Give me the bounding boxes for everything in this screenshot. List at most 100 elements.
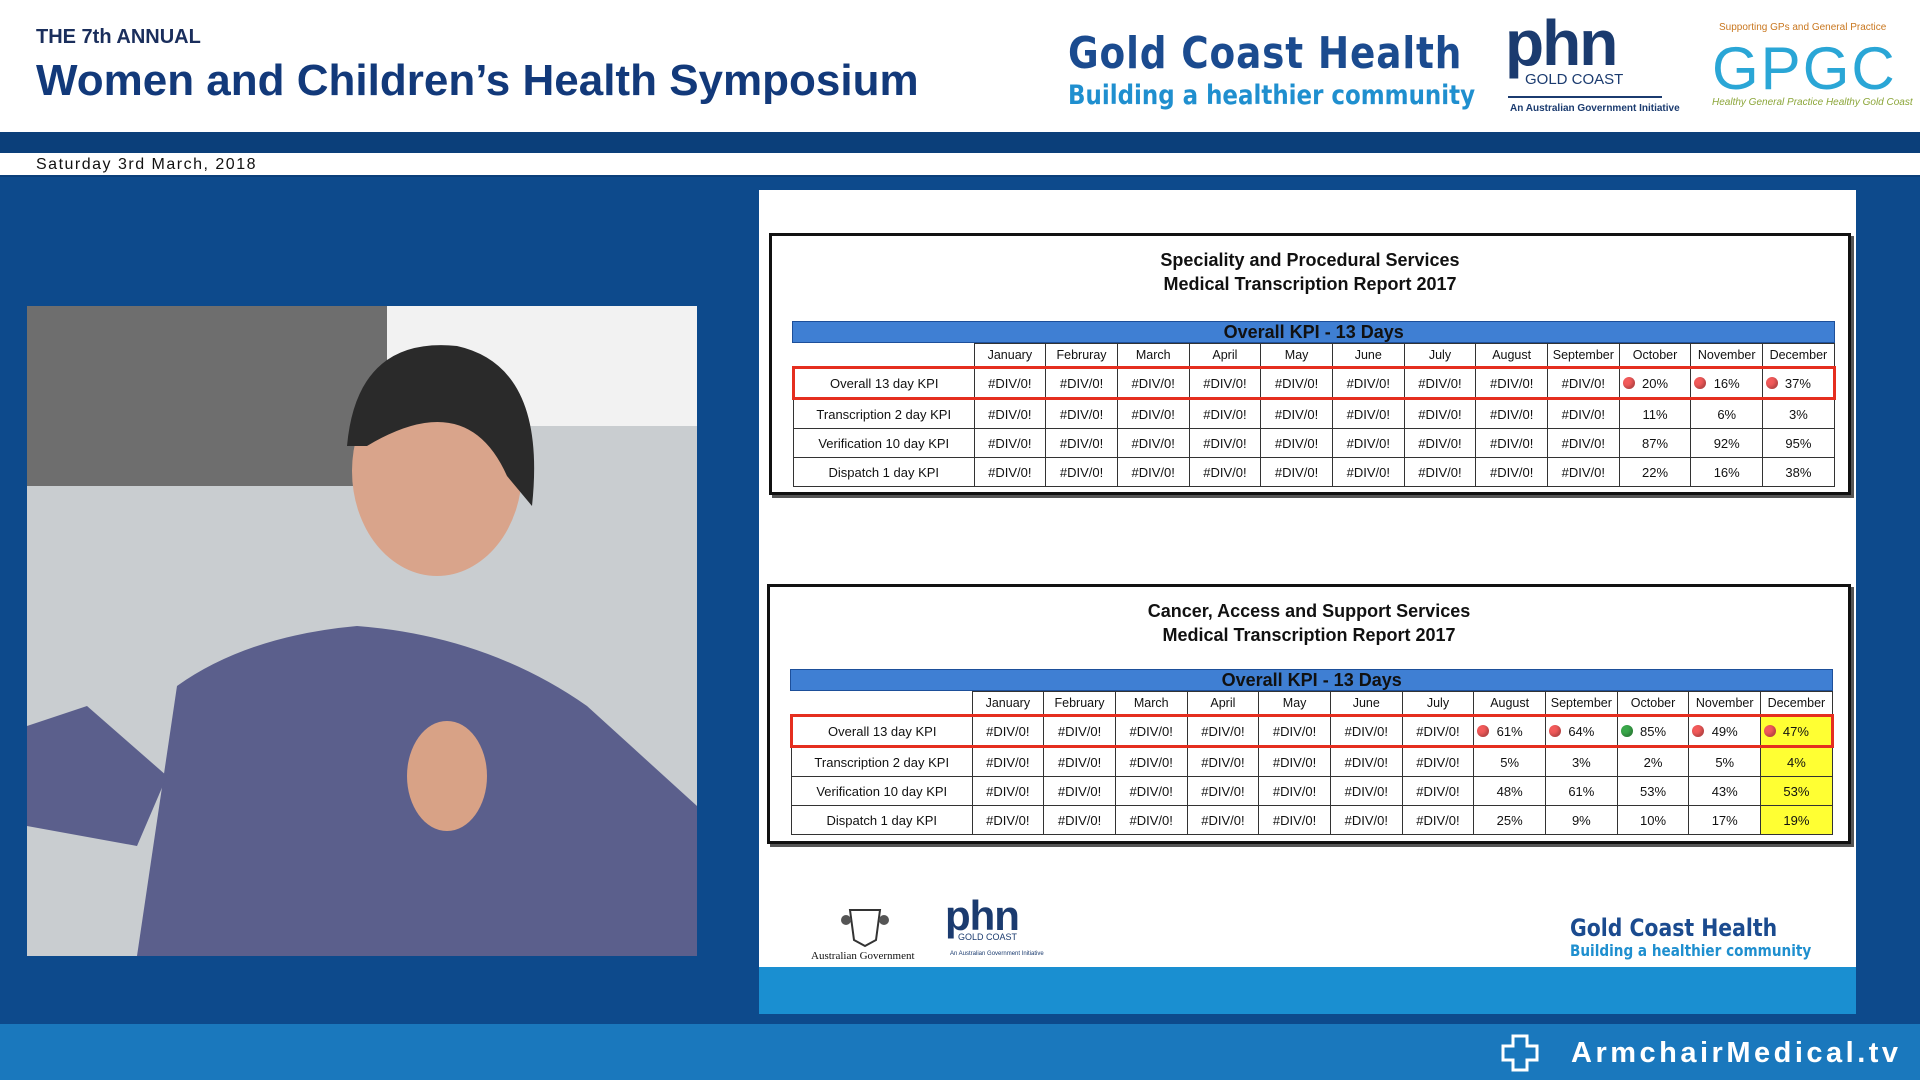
crest-emu [841, 915, 851, 925]
cell: #DIV/0! [1475, 457, 1548, 487]
cell: #DIV/0! [1403, 398, 1477, 429]
column-header: October [1618, 343, 1692, 368]
header-row: January February March April May June July Augu… [791, 691, 1833, 716]
cell: 53% [1616, 776, 1690, 806]
table-subtitle: Medical Transcription Report 2017 [1162, 625, 1456, 645]
row-label: Transcription 2 day KPI [791, 746, 973, 777]
date: Saturday 3rd March, 2018 [36, 156, 257, 173]
event-title: Women and Children’s Health Symposium [36, 56, 919, 105]
column-header: April [1188, 343, 1262, 368]
crest [841, 909, 889, 948]
cell: #DIV/0! [1045, 366, 1118, 400]
cell: #DIV/0! [1475, 428, 1548, 458]
cell: #DIV/0! [1186, 805, 1260, 835]
cell: #DIV/0! [1260, 398, 1333, 429]
data-row: Dispatch 1 day KPI #DIV/0! #DIV/0! #DIV/0! #… [793, 457, 1835, 487]
cell: #DIV/0! [1403, 428, 1477, 458]
table-box: Speciality and Procedural Services Medica… [769, 233, 1851, 495]
cell: #DIV/0! [1260, 428, 1333, 458]
cell: #DIV/0! [1188, 398, 1262, 429]
cell: #DIV/0! [1329, 776, 1403, 806]
column-header: November [1690, 343, 1764, 368]
bottom-bar [0, 1024, 1920, 1080]
cell: #DIV/0! [1114, 776, 1188, 806]
row-label: Overall 13 day KPI [790, 714, 973, 748]
data-row: Transcription 2 day KPI #DIV/0! #DIV/0! #DI… [791, 746, 1833, 777]
header [0, 0, 1920, 132]
cell: 3% [1762, 398, 1835, 429]
logo-text: GOLD COAST [1525, 71, 1624, 88]
cell: #DIV/0! [1045, 398, 1118, 429]
table-title: Cancer, Access and Support Services [1147, 601, 1471, 621]
column-header: July [1401, 691, 1475, 716]
status-dot [1622, 377, 1635, 389]
data-row: Dispatch 1 day KPI #DIV/0! #DIV/0! #DIV/0! #… [791, 805, 1833, 835]
column-header: September [1545, 691, 1618, 716]
cell: 2% [1616, 746, 1690, 777]
cross-icon [1501, 1034, 1539, 1072]
hair [347, 345, 535, 506]
logo-text: Healthy General Practice Healthy Gold Co… [1712, 97, 1913, 108]
column-header: October [1616, 691, 1690, 716]
cell: 61% [1545, 776, 1618, 806]
cell: 19% [1760, 805, 1833, 835]
cell: #DIV/0! [1045, 428, 1118, 458]
cell: 95% [1762, 428, 1835, 458]
cell: #DIV/0! [1114, 746, 1188, 777]
column-header: July [1403, 343, 1477, 368]
data-row: Overall 13 day KPI #DIV/0! #DIV/0! #DIV/0! #… [790, 714, 1834, 748]
cell: #DIV/0! [1258, 776, 1331, 806]
cell: #DIV/0! [1043, 714, 1116, 748]
cell: #DIV/0! [1188, 457, 1262, 487]
cell: #DIV/0! [973, 366, 1047, 400]
logo-text: GOLD COAST [958, 932, 1018, 942]
cell: #DIV/0! [1547, 398, 1620, 429]
column-header: June [1331, 343, 1405, 368]
cell: #DIV/0! [1186, 714, 1260, 748]
column-header: February [1043, 691, 1116, 716]
cell: 16% [1690, 457, 1764, 487]
cell: 48% [1473, 776, 1546, 806]
cell: 16% [1690, 366, 1764, 400]
status-dot [1694, 377, 1707, 389]
row-label: Dispatch 1 day KPI [793, 457, 975, 487]
cell: 25% [1473, 805, 1546, 835]
logo-rule [1508, 96, 1662, 98]
logo-text: GPGC [1712, 35, 1897, 102]
row-label: Verification 10 day KPI [793, 428, 975, 458]
cell: #DIV/0! [1116, 428, 1190, 458]
cell: #DIV/0! [1401, 746, 1475, 777]
cell: #DIV/0! [973, 457, 1047, 487]
status-dot [1764, 725, 1777, 737]
wall-shadow [27, 306, 387, 486]
cell: #DIV/0! [1329, 805, 1403, 835]
logo-tagline: Building a healthier community [1570, 941, 1812, 960]
data-row: Verification 10 day KPI #DIV/0! #DIV/0! #DI… [791, 776, 1833, 806]
kpi-band: Overall KPI - 13 Days [792, 321, 1836, 343]
cell: #DIV/0! [1258, 805, 1331, 835]
cell: 85% [1616, 714, 1690, 748]
data-row: Transcription 2 day KPI #DIV/0! #DIV/0! #DI… [793, 398, 1835, 429]
table-subtitle: Medical Transcription Report 2017 [1163, 274, 1457, 294]
cell: #DIV/0! [1329, 714, 1403, 748]
column-header: December [1762, 343, 1835, 368]
cell: #DIV/0! [1331, 366, 1405, 400]
status-dot [1549, 725, 1561, 737]
cell: 38% [1762, 457, 1835, 487]
cell: #DIV/0! [1331, 398, 1405, 429]
cell: #DIV/0! [1329, 746, 1403, 777]
cell: #DIV/0! [1043, 776, 1116, 806]
row-label: Overall 13 day KPI [792, 366, 975, 400]
logo-text: An Australian Government Initiative [950, 951, 1044, 957]
cell: #DIV/0! [1475, 398, 1548, 429]
cell: #DIV/0! [1403, 457, 1477, 487]
status-dot [1620, 725, 1633, 737]
brand: ArmchairMedical.tv [1571, 1037, 1902, 1069]
cell: #DIV/0! [1401, 714, 1475, 748]
cell: 5% [1688, 746, 1762, 777]
status-dot [1477, 725, 1490, 737]
column-header: April [1186, 691, 1260, 716]
row-label: Verification 10 day KPI [791, 776, 973, 806]
column-header: June [1329, 691, 1403, 716]
